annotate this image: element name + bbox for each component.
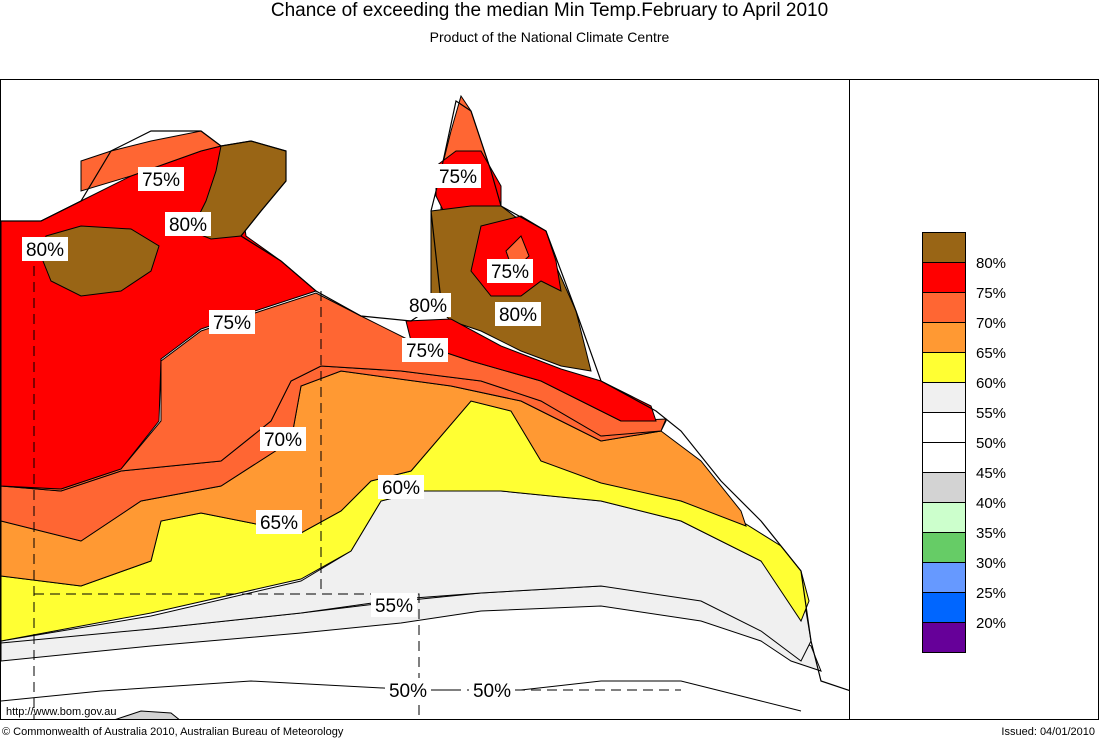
contour-label: 75% xyxy=(406,341,444,362)
legend-swatch xyxy=(922,562,966,593)
legend-panel xyxy=(850,79,1099,720)
map-panel: 75% 80% 80% 75% 70% 65% 60% 55% 50% 50% 75% 75% 80% 8… xyxy=(0,79,850,720)
legend-label: 25% xyxy=(976,585,1007,602)
contour-label-bg xyxy=(402,338,448,362)
band-80-west xyxy=(40,225,160,297)
contour-label: 60% xyxy=(382,478,420,499)
contour-label: 50% xyxy=(473,681,511,702)
coastline xyxy=(1,100,849,691)
contour-label: 75% xyxy=(491,262,529,283)
copyright-text: © Commonwealth of Australia 2010, Austra… xyxy=(2,726,344,738)
legend-label: 20% xyxy=(976,615,1007,632)
map-svg: 75% 80% 80% 75% 70% 65% 60% 55% 50% 50% 75% 75% 80% 8… xyxy=(1,94,849,719)
legend-label: 45% xyxy=(976,465,1007,482)
contour-label-bg xyxy=(138,167,184,191)
legend-swatch xyxy=(922,232,966,263)
band-75-gulf xyxy=(405,318,657,422)
source-url[interactable]: http://www.bom.gov.au xyxy=(6,706,117,718)
contour-label-bg xyxy=(371,593,417,617)
contour-label: 80% xyxy=(26,240,64,261)
contour-label-bg xyxy=(256,510,302,534)
band-45 xyxy=(115,710,180,719)
legend-swatch xyxy=(922,352,966,383)
legend-swatches xyxy=(922,232,966,653)
contour-50-east xyxy=(431,680,802,712)
contour-label-bg xyxy=(22,237,68,261)
contour-label: 80% xyxy=(169,215,207,236)
contour-label: 70% xyxy=(264,430,302,451)
contour-label-bg xyxy=(209,310,255,334)
legend-swatch xyxy=(922,532,966,563)
legend-label: 80% xyxy=(976,255,1007,272)
legend-label: 65% xyxy=(976,345,1007,362)
contour-label-bg xyxy=(385,678,431,702)
state-border-sa xyxy=(34,593,420,719)
legend-label: 60% xyxy=(976,375,1007,392)
contour-label: 55% xyxy=(375,596,413,617)
legend-swatch xyxy=(922,292,966,323)
legend-swatch xyxy=(922,412,966,443)
legend-label: 75% xyxy=(976,285,1007,302)
contour-label: 80% xyxy=(409,296,447,317)
contour-label: 80% xyxy=(499,305,537,326)
legend-label: 40% xyxy=(976,495,1007,512)
contour-label-bg xyxy=(165,212,211,236)
legend-label: 50% xyxy=(976,435,1007,452)
contour-label: 75% xyxy=(142,170,180,191)
contour-label-bg xyxy=(378,475,424,499)
contour-label: 65% xyxy=(260,513,298,534)
contour-labels: 75% 80% 80% 75% 70% 65% 60% 55% 50% 50% 75% 75% 80% 8… xyxy=(22,164,541,702)
contour-label-bg xyxy=(405,293,451,317)
contour-label-bg xyxy=(495,302,541,326)
map-subtitle: Product of the National Climate Centre xyxy=(429,29,670,45)
legend-swatch xyxy=(922,322,966,353)
contour-50-west xyxy=(1,680,402,702)
legend-swatch xyxy=(922,622,966,653)
legend-label: 70% xyxy=(976,315,1007,332)
legend-swatch xyxy=(922,592,966,623)
legend-swatch xyxy=(922,262,966,293)
legend-swatch xyxy=(922,472,966,503)
legend-swatch xyxy=(922,442,966,473)
contour-label: 75% xyxy=(439,167,477,188)
legend-label: 30% xyxy=(976,555,1007,572)
issued-date: Issued: 04/01/2010 xyxy=(1001,726,1095,738)
legend-swatch xyxy=(922,382,966,413)
contour-label-bg xyxy=(260,427,306,451)
contour-label-bg xyxy=(435,164,481,188)
contour-label: 50% xyxy=(389,681,427,702)
legend-label: 55% xyxy=(976,405,1007,422)
contour-label: 75% xyxy=(213,313,251,334)
contour-label-bg xyxy=(487,259,533,283)
legend-label: 35% xyxy=(976,525,1007,542)
map-title: Chance of exceeding the median Min Temp.… xyxy=(270,0,829,21)
contour-label-bg xyxy=(469,678,515,702)
legend-swatch xyxy=(922,502,966,533)
